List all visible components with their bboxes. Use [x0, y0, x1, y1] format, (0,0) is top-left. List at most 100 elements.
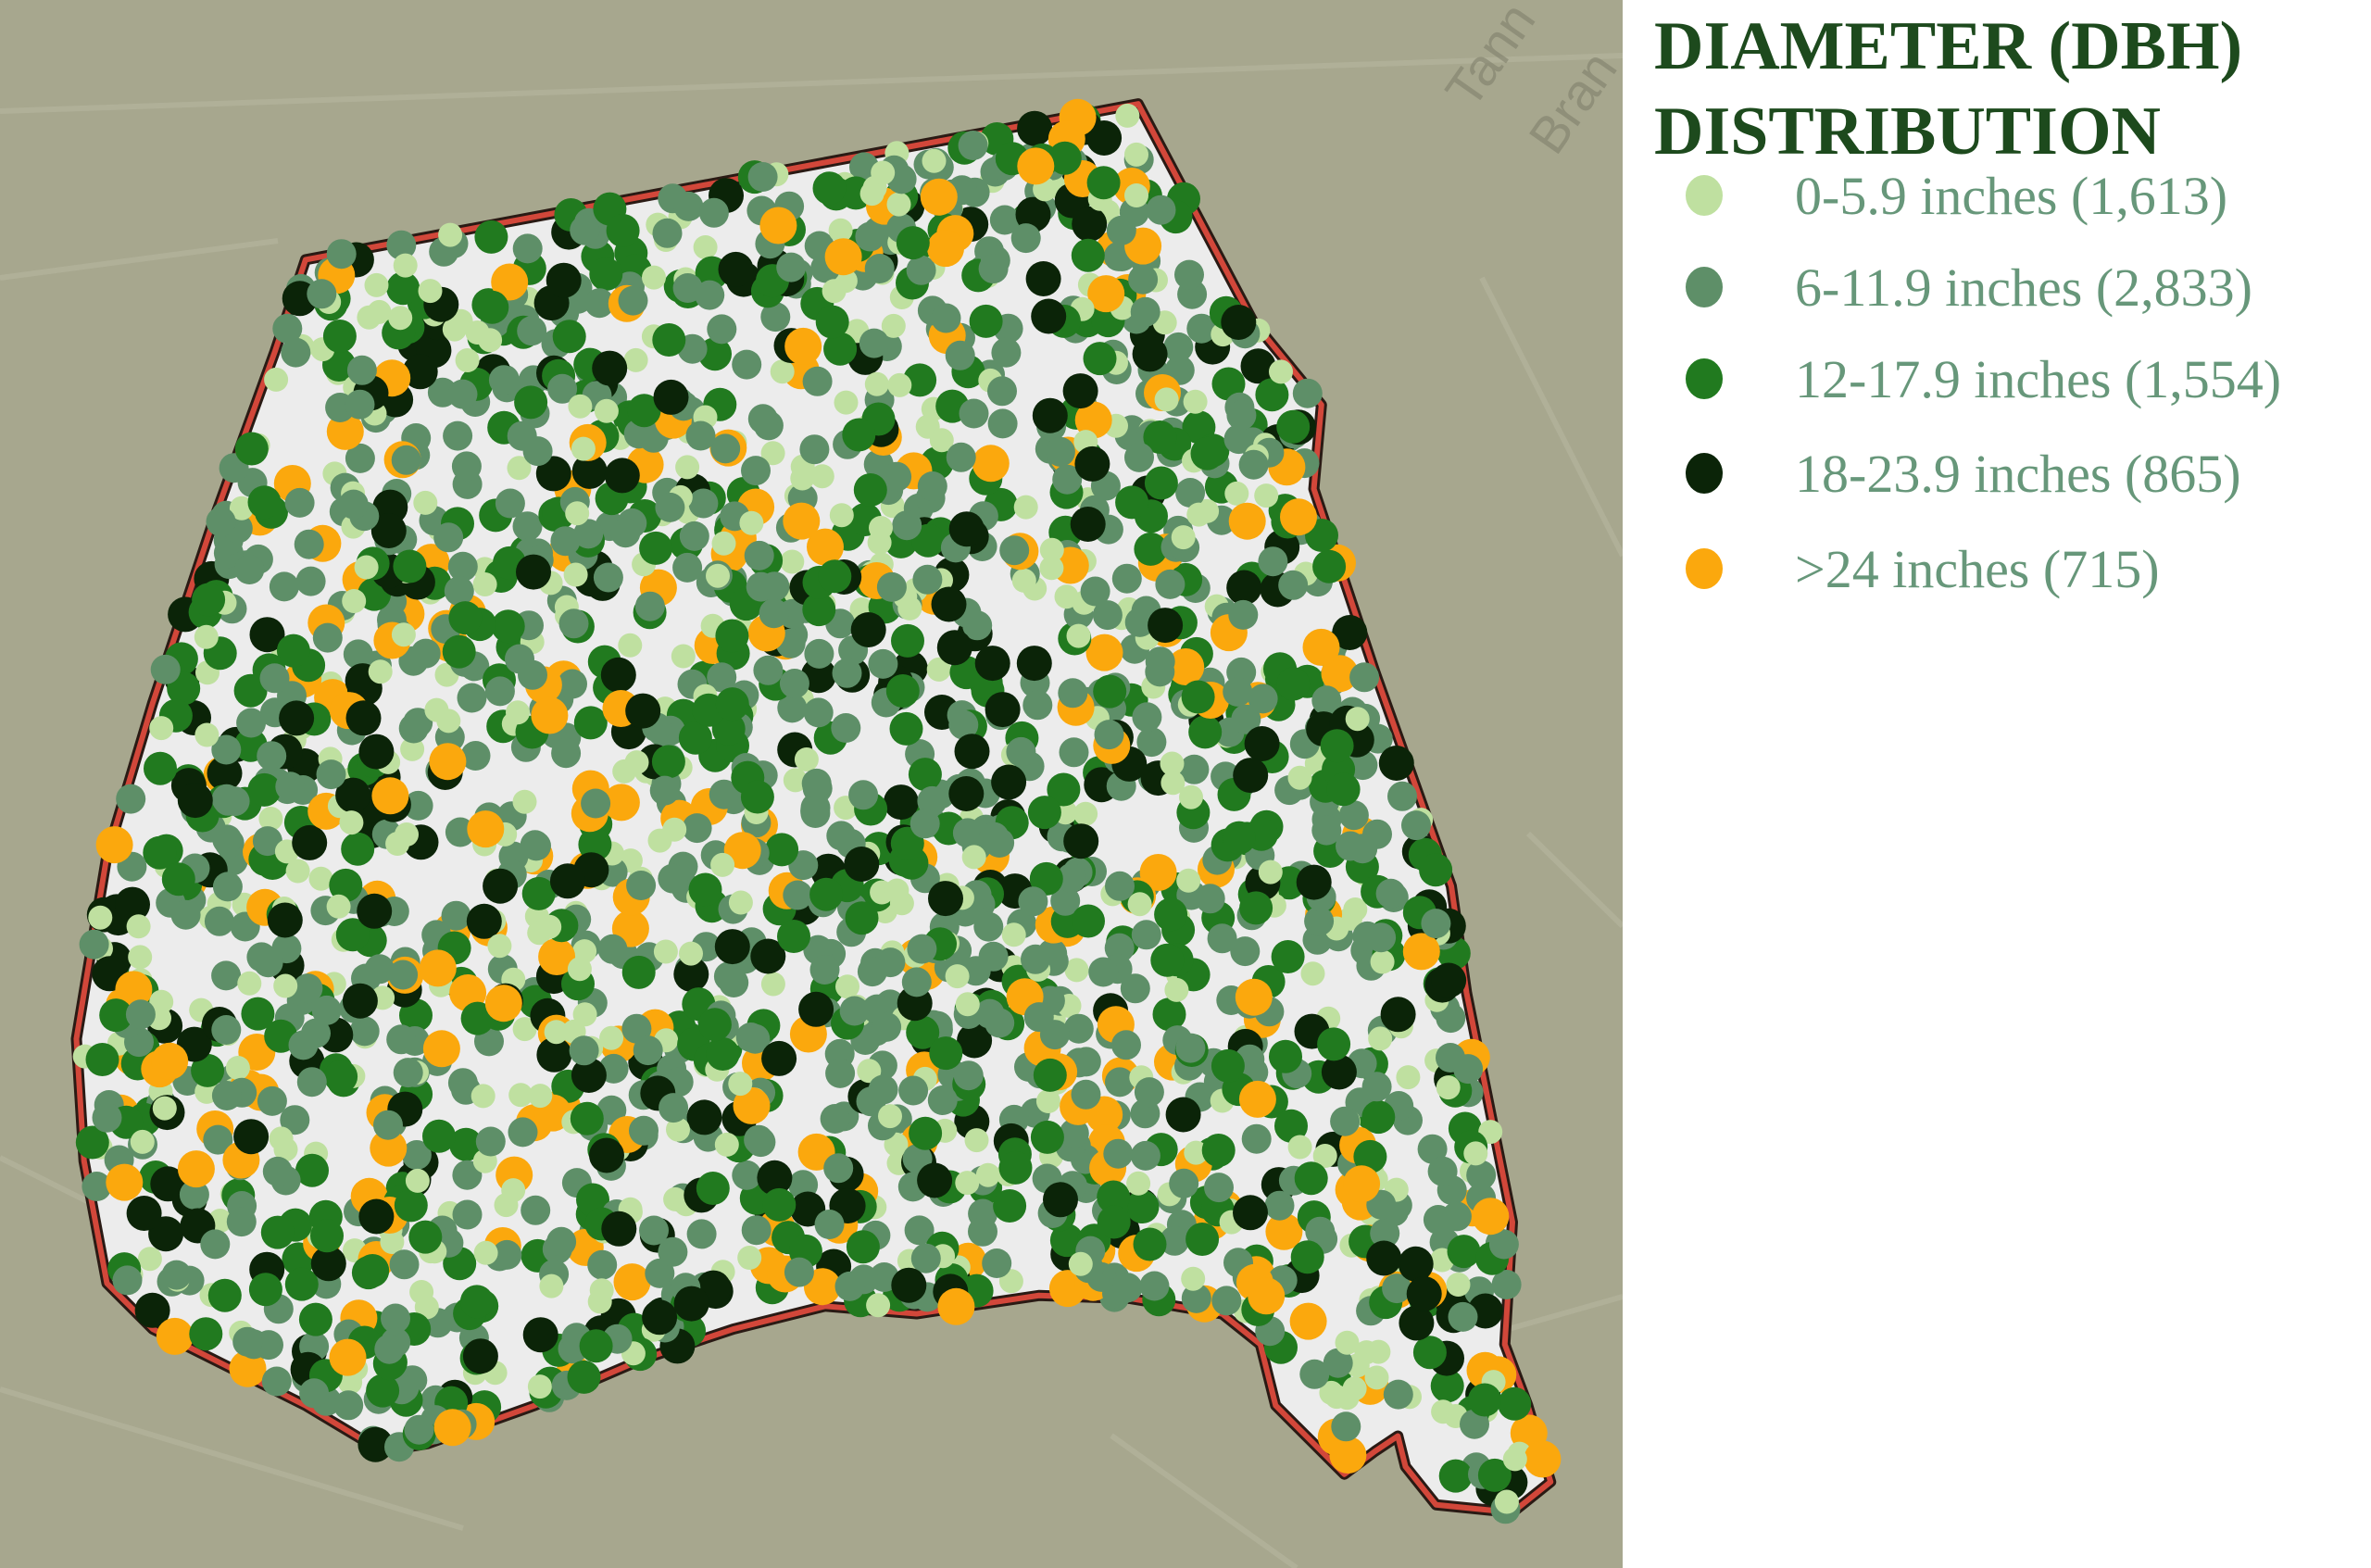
tree-point	[1094, 720, 1124, 750]
tree-point	[1030, 1120, 1064, 1154]
tree-point	[993, 1189, 1027, 1223]
tree-point	[483, 868, 519, 904]
tree-point	[373, 1110, 403, 1140]
tree-point	[1160, 1225, 1189, 1256]
tree-point	[170, 899, 201, 930]
tree-point	[386, 271, 420, 306]
tree-point	[354, 555, 379, 580]
tree-point	[1186, 1223, 1220, 1256]
tree-point	[1466, 1160, 1497, 1190]
tree-point	[125, 999, 156, 1030]
tree-point	[410, 638, 441, 669]
tree-point	[1421, 909, 1451, 939]
legend-label: 18-23.9 inches (865)	[1795, 443, 2241, 504]
tree-point	[989, 205, 1020, 235]
tree-point	[260, 1215, 295, 1249]
tree-point	[672, 552, 703, 583]
tree-point	[400, 736, 425, 761]
tree-point	[546, 262, 582, 298]
tree-point	[765, 833, 799, 867]
tree-point	[1023, 1002, 1054, 1033]
legend-label: 12-17.9 inches (1,554)	[1795, 348, 2282, 409]
tree-point	[1111, 1030, 1141, 1060]
tree-point	[587, 1249, 618, 1280]
tree-point	[472, 572, 497, 596]
tree-point	[1074, 445, 1110, 482]
tree-point	[1105, 871, 1135, 901]
tree-point	[294, 529, 324, 559]
tree-point	[394, 1188, 428, 1223]
tree-point	[917, 471, 947, 501]
tree-point	[999, 535, 1030, 566]
tree-point	[1146, 194, 1176, 225]
tree-point	[917, 1162, 953, 1198]
tree-point	[1233, 1195, 1268, 1231]
tree-point	[1143, 420, 1177, 454]
tree-point	[696, 1172, 730, 1205]
tree-point	[404, 1414, 434, 1445]
tree-point	[1045, 436, 1075, 467]
tree-point	[1105, 1067, 1135, 1098]
tree-point	[342, 589, 367, 613]
tree-point	[1154, 897, 1188, 932]
tree-point	[955, 1171, 980, 1196]
tree-point	[876, 571, 907, 602]
tree-point	[889, 711, 923, 746]
tree-point	[850, 612, 886, 647]
tree-point	[451, 451, 482, 482]
tree-point	[1195, 884, 1225, 914]
tree-point	[719, 968, 749, 997]
tree-point	[484, 676, 515, 707]
tree-point	[846, 1230, 880, 1264]
tree-point	[1136, 727, 1167, 758]
tree-point	[1447, 1235, 1481, 1269]
tree-point	[601, 1210, 637, 1247]
tree-point	[1398, 1246, 1434, 1282]
tree-point	[308, 866, 333, 891]
tree-map[interactable]: Tann Bran	[0, 0, 1623, 1568]
tree-point	[252, 826, 282, 857]
tree-point	[898, 1075, 929, 1106]
tree-point	[1052, 464, 1083, 495]
tree-point	[770, 359, 795, 384]
tree-point	[1302, 628, 1340, 666]
tree-point	[1059, 1118, 1089, 1148]
tree-point	[568, 394, 593, 419]
tree-point	[1171, 525, 1196, 550]
tree-point	[740, 1023, 771, 1054]
tree-point	[621, 955, 656, 989]
tree-point	[234, 555, 265, 584]
tree-point	[143, 835, 177, 870]
tree-point	[1190, 436, 1224, 470]
tree-point	[429, 743, 467, 781]
tree-point	[1271, 940, 1305, 973]
tree-point	[804, 638, 834, 669]
tree-point	[969, 304, 1003, 338]
tree-point	[686, 1219, 717, 1249]
tree-point	[859, 328, 889, 358]
tree-point	[521, 1195, 551, 1225]
tree-point	[1179, 754, 1210, 784]
tree-point	[1163, 332, 1194, 362]
tree-point	[1115, 485, 1149, 520]
tree-point	[653, 939, 678, 964]
tree-point	[177, 1150, 215, 1188]
tree-point	[1419, 853, 1453, 887]
tree-point	[569, 1035, 599, 1066]
tree-point	[1059, 737, 1089, 768]
tree-point	[558, 669, 587, 699]
tree-point	[1280, 498, 1317, 536]
tree-point	[257, 1085, 287, 1116]
tree-point	[528, 1084, 553, 1109]
tree-point	[1223, 424, 1254, 455]
tree-point	[1399, 1305, 1435, 1341]
tree-point	[869, 516, 893, 540]
tree-point	[953, 1060, 984, 1091]
tree-point	[1201, 1134, 1236, 1167]
tree-point	[1179, 784, 1203, 809]
tree-point	[1211, 1286, 1242, 1316]
tree-point	[662, 817, 687, 842]
tree-point	[948, 709, 979, 740]
tree-point	[128, 945, 153, 970]
tree-point	[1269, 1039, 1302, 1073]
